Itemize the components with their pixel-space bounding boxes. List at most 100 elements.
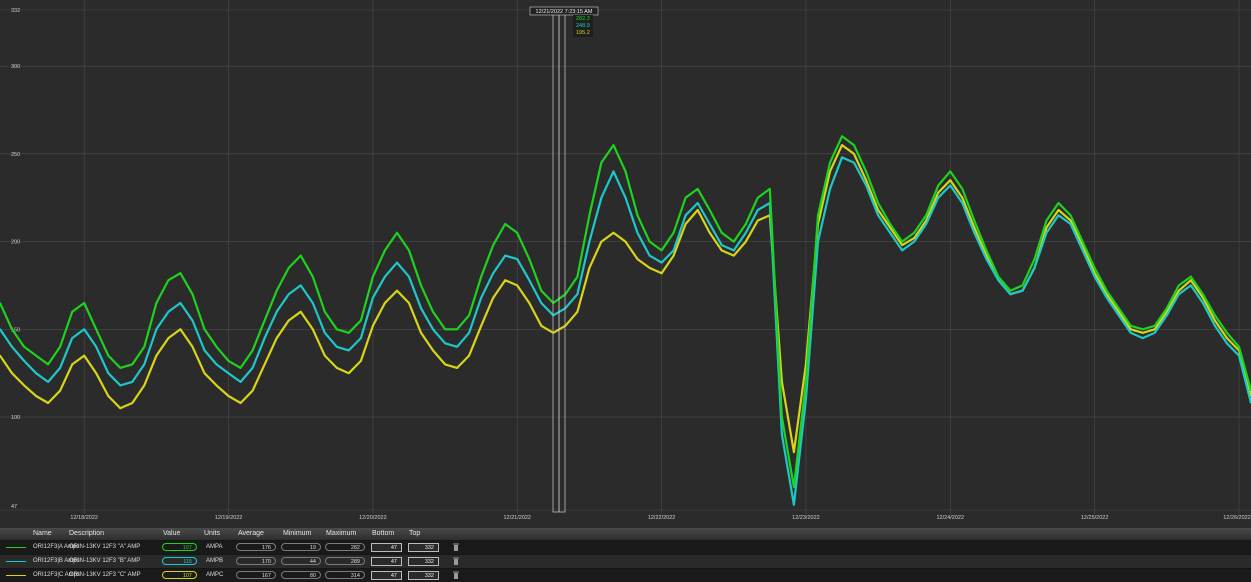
input-top[interactable]: 332: [408, 543, 439, 552]
data-point-a: [985, 249, 988, 252]
header-units[interactable]: Units: [204, 530, 220, 537]
legend-row[interactable]: ORI12F3|C Amps ORIN-13KV 12F3 "C" AMP AMPC…: [0, 569, 1251, 582]
data-point-a: [131, 363, 134, 366]
cursor-readout-box: [573, 15, 593, 37]
data-point-a: [71, 310, 74, 313]
data-point-c: [1105, 293, 1108, 296]
cursor-reading-c: 195.2: [576, 30, 590, 36]
input-bottom[interactable]: 47: [371, 557, 402, 566]
cursor[interactable]: 12/21/2022 7:23:15 AM 282.3 248.9 195.2: [529, 6, 599, 513]
data-point-b: [1081, 249, 1084, 252]
cell-name: ORI12F3|C Amps: [33, 572, 80, 578]
input-bottom[interactable]: 47: [371, 571, 402, 580]
y-tick-label: 300: [11, 64, 20, 70]
cell-value: 107: [162, 543, 197, 551]
data-point-b: [456, 345, 458, 348]
header-bottom[interactable]: Bottom: [372, 530, 395, 537]
data-point-c: [167, 337, 170, 339]
data-point-b: [408, 275, 410, 278]
data-point-a: [263, 319, 266, 322]
trash-icon[interactable]: [453, 571, 459, 579]
data-point-c: [540, 324, 543, 327]
data-point-a: [432, 310, 434, 313]
input-top[interactable]: 332: [408, 557, 439, 566]
data-point-c: [829, 170, 831, 173]
legend-row[interactable]: ORI12F3|A Amps ORIN-13KV 12F3 "A" AMP AMPA…: [0, 541, 1251, 554]
x-tick-label: 12/21/2022: [503, 515, 531, 521]
data-point-c: [841, 144, 843, 147]
x-tick-label: 12/23/2022: [792, 515, 820, 521]
trash-icon[interactable]: [453, 557, 459, 565]
header-average[interactable]: Average: [238, 530, 264, 537]
data-point-b: [1093, 275, 1096, 278]
trend-chart[interactable]: 47 100 150 200 250 300 332 12/18/2022 12/19/202…: [0, 0, 1251, 528]
header-value[interactable]: Value: [163, 530, 181, 537]
data-point-c: [504, 279, 507, 282]
data-point-c: [1165, 310, 1168, 313]
data-point-c: [889, 226, 891, 229]
data-point-a: [528, 258, 531, 260]
y-tick-label: 150: [11, 327, 20, 333]
header-name[interactable]: Name: [33, 530, 52, 537]
data-point-a: [1153, 324, 1156, 327]
data-point-b: [1214, 324, 1216, 327]
data-point-c: [456, 367, 458, 369]
data-point-a: [1177, 284, 1180, 287]
input-top[interactable]: 332: [408, 571, 439, 580]
data-point-a: [841, 135, 843, 138]
data-point-b: [901, 249, 904, 252]
data-point-b: [167, 310, 170, 313]
data-point-c: [83, 354, 86, 357]
data-point-b: [275, 310, 278, 313]
data-point-a: [107, 354, 110, 357]
header-minimum[interactable]: Minimum: [283, 530, 312, 537]
data-point-a: [1009, 289, 1012, 292]
data-point-c: [648, 267, 651, 269]
cell-value: 107: [162, 571, 197, 579]
data-point-b: [684, 214, 687, 217]
header-maximum[interactable]: Maximum: [326, 530, 357, 537]
data-point-b: [131, 381, 134, 383]
data-point-b: [516, 258, 519, 260]
data-point-b: [0, 328, 1, 331]
data-point-a: [299, 254, 302, 257]
data-point-b: [817, 240, 819, 243]
data-point-a: [817, 214, 819, 217]
data-point-b: [23, 360, 25, 362]
chart-area[interactable]: 47 100 150 200 250 300 332 12/18/2022 12/19/202…: [0, 0, 1251, 528]
data-point-b: [528, 279, 531, 282]
data-point-c: [1153, 328, 1156, 331]
data-point-a: [708, 209, 711, 211]
data-point-b: [949, 184, 952, 187]
data-point-a: [456, 328, 458, 331]
trash-icon[interactable]: [453, 543, 459, 551]
data-point-a: [23, 345, 25, 348]
legend-row[interactable]: ORI12F3|B Amps ORIN-13KV 12F3 "B" AMP AMPB…: [0, 555, 1251, 568]
data-point-c: [528, 302, 531, 304]
data-point-b: [1129, 331, 1132, 334]
data-point-b: [335, 345, 338, 348]
data-point-a: [335, 328, 338, 331]
data-point-a: [1081, 240, 1084, 243]
data-point-c: [468, 354, 470, 357]
data-point-b: [1238, 354, 1240, 357]
data-point-c: [143, 384, 146, 387]
series-swatch: [6, 561, 26, 562]
cell-description: ORIN-13KV 12F3 "C" AMP: [69, 572, 141, 578]
cell-average: 170: [236, 557, 276, 565]
data-point-c: [949, 179, 952, 182]
header-description[interactable]: Description: [69, 530, 105, 537]
data-point-b: [492, 272, 495, 275]
data-point-c: [781, 381, 783, 383]
data-point-a: [408, 249, 410, 252]
data-point-b: [853, 161, 855, 164]
header-top[interactable]: Top: [409, 530, 421, 537]
cell-description: ORIN-13KV 12F3 "B" AMP: [69, 558, 141, 564]
data-point-b: [720, 244, 723, 247]
data-point-a: [1033, 258, 1036, 260]
cell-maximum: 289: [325, 557, 365, 565]
data-point-c: [913, 237, 916, 240]
data-point-b: [323, 331, 326, 334]
data-point-c: [444, 363, 446, 366]
input-bottom[interactable]: 47: [371, 543, 402, 552]
